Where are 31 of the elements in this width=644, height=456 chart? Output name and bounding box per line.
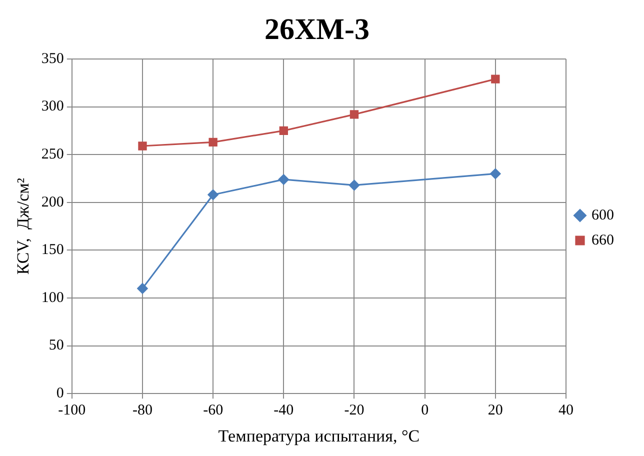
point — [279, 126, 288, 136]
x-tick-label: -20 — [344, 402, 364, 419]
point — [138, 142, 147, 150]
x-tick-label: -80 — [132, 402, 152, 419]
x-tick-label: 20 — [488, 402, 503, 419]
legend-label: 660 — [592, 232, 614, 248]
y-tick-label: 200 — [41, 194, 64, 210]
y-tick-label: 300 — [41, 98, 64, 115]
y-axis-title: КСV, Дж/см² — [14, 178, 33, 275]
legend-label: 600 — [592, 207, 614, 224]
x-tick-label: 0 — [421, 402, 429, 419]
y-tick-label: 350 — [41, 50, 64, 67]
x-tick-label: -100 — [58, 402, 86, 419]
point — [348, 180, 360, 190]
point — [208, 189, 218, 200]
point — [208, 138, 218, 147]
x-tick-label: -60 — [203, 402, 224, 419]
y-tick-label: 150 — [41, 242, 64, 258]
y-tick-label: 100 — [41, 290, 64, 306]
chart-title: 26ХМ-3 — [264, 12, 370, 46]
point — [350, 110, 359, 119]
point — [490, 168, 501, 180]
y-tick-label: 0 — [56, 386, 64, 402]
y-tick-label: 250 — [41, 146, 64, 163]
y-tick-label: 50 — [48, 338, 64, 354]
point — [491, 74, 500, 84]
x-axis-title: Температура испытания, °С — [218, 426, 420, 446]
point — [278, 174, 289, 185]
point — [137, 283, 148, 294]
x-tick-label: -40 — [274, 402, 294, 419]
x-tick-label: 40 — [558, 402, 574, 419]
